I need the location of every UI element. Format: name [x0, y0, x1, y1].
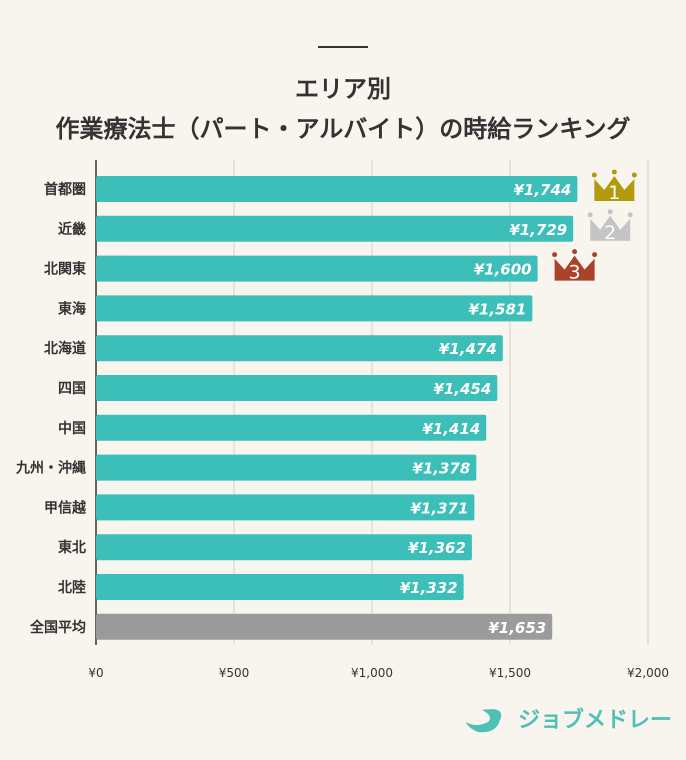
- chart-title: エリア別: [295, 75, 391, 103]
- value-label: ¥1,454: [433, 380, 491, 398]
- category-label: 四国: [58, 381, 86, 397]
- rank-number: 1: [608, 182, 620, 204]
- x-tick-label: ¥1,500: [489, 666, 531, 680]
- rank-number: 3: [569, 262, 581, 284]
- category-label: 東北: [58, 539, 86, 556]
- crown-icon: 1: [591, 169, 637, 204]
- logo-text: ジョブメドレー: [518, 707, 672, 733]
- bar: [96, 414, 487, 441]
- category-label: 東海: [58, 300, 86, 317]
- category-label: 首都圏: [44, 181, 86, 198]
- category-label: 甲信越: [44, 499, 87, 516]
- crown-icon: 2: [587, 209, 633, 244]
- value-label: ¥1,414: [422, 420, 480, 438]
- logo: ジョブメドレー: [466, 707, 672, 733]
- value-label: ¥1,744: [513, 181, 571, 199]
- category-label: 北海道: [44, 340, 86, 357]
- crown-dot: [552, 252, 558, 258]
- value-label: ¥1,729: [509, 221, 567, 239]
- rank-number: 2: [604, 222, 616, 244]
- category-label: 九州・沖縄: [15, 460, 86, 477]
- bar: [96, 215, 574, 242]
- category-label: 近畿: [58, 221, 86, 238]
- crown-dot: [591, 172, 597, 178]
- x-tick-label: ¥500: [219, 666, 250, 680]
- chart-subtitle: 作業療法士（パート・アルバイト）の時給ランキング: [55, 115, 630, 143]
- bar: [96, 613, 553, 640]
- value-label: ¥1,581: [468, 300, 526, 318]
- category-label: 中国: [58, 420, 86, 437]
- value-label: ¥1,378: [412, 460, 470, 478]
- crown-dot: [587, 212, 593, 218]
- bar: [96, 454, 477, 481]
- crown-shape: [590, 215, 631, 241]
- bar: [96, 335, 503, 362]
- x-tick-label: ¥0: [88, 666, 103, 680]
- x-tick-label: ¥1,000: [351, 666, 393, 680]
- value-label: ¥1,474: [439, 340, 497, 358]
- crown-dot: [631, 172, 637, 178]
- logo-icon: [466, 709, 502, 733]
- bar: [96, 255, 538, 282]
- crown-dot: [572, 249, 578, 255]
- crown-shape: [594, 176, 635, 201]
- x-tick-label: ¥2,000: [627, 666, 669, 680]
- bar: [96, 574, 464, 600]
- bar: [96, 534, 472, 561]
- bar: [96, 176, 578, 202]
- crown-dot: [611, 169, 617, 175]
- bar: [96, 375, 498, 401]
- value-label: ¥1,332: [400, 579, 458, 597]
- crown-icon: 3: [552, 249, 598, 284]
- crown-dot: [607, 209, 613, 215]
- value-label: ¥1,371: [411, 499, 469, 517]
- crown-dot: [592, 252, 598, 258]
- bar: [96, 295, 533, 322]
- value-label: ¥1,362: [408, 539, 466, 557]
- category-label: 北関東: [44, 261, 86, 278]
- category-label: 北陸: [58, 579, 86, 596]
- category-label: 全国平均: [29, 619, 86, 636]
- value-label: ¥1,653: [488, 619, 546, 637]
- crown-dot: [627, 212, 633, 218]
- bar: [96, 494, 475, 521]
- crown-shape: [554, 255, 595, 281]
- value-label: ¥1,600: [474, 261, 532, 279]
